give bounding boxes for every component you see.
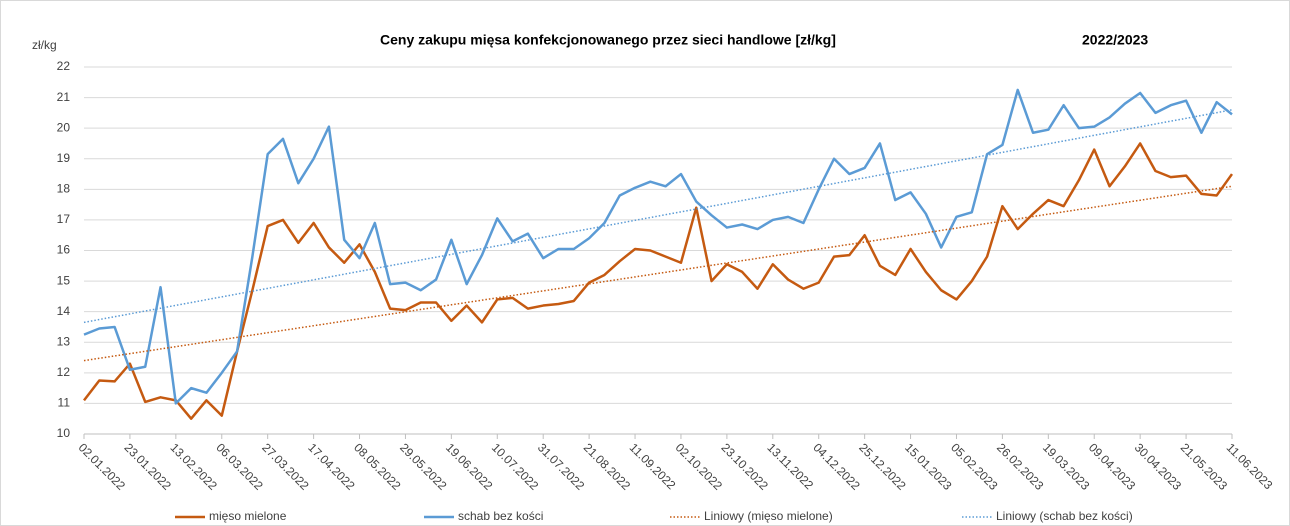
legend-label: Liniowy (schab bez kości) xyxy=(996,509,1133,523)
legend-label: mięso mielone xyxy=(209,509,287,523)
legend-label: schab bez kości xyxy=(458,509,543,523)
y-tick-label: 16 xyxy=(57,243,71,257)
y-tick-label: 10 xyxy=(57,426,71,440)
y-tick-label: 14 xyxy=(57,304,71,318)
data-line xyxy=(83,142,1234,420)
legend-label: Liniowy (mięso mielone) xyxy=(704,509,833,523)
y-tick-label: 19 xyxy=(57,151,71,165)
y-tick-label: 12 xyxy=(57,365,71,379)
y-tick-label: 15 xyxy=(57,273,71,287)
y-tick-label: 22 xyxy=(57,59,71,73)
y-tick-label: 17 xyxy=(57,212,71,226)
y-tick-label: 11 xyxy=(58,396,71,410)
chart-title: Ceny zakupu mięsa konfekcjonowanego prze… xyxy=(380,32,836,48)
y-tick-label: 13 xyxy=(57,334,71,348)
y-axis-label: zł/kg xyxy=(32,38,57,52)
y-tick-label: 21 xyxy=(57,90,71,104)
data-line xyxy=(83,88,1233,405)
annotation: 2022/2023 xyxy=(1082,32,1148,48)
y-tick-label: 20 xyxy=(57,120,71,134)
trend-line xyxy=(83,185,1233,362)
y-tick-label: 18 xyxy=(57,182,71,196)
